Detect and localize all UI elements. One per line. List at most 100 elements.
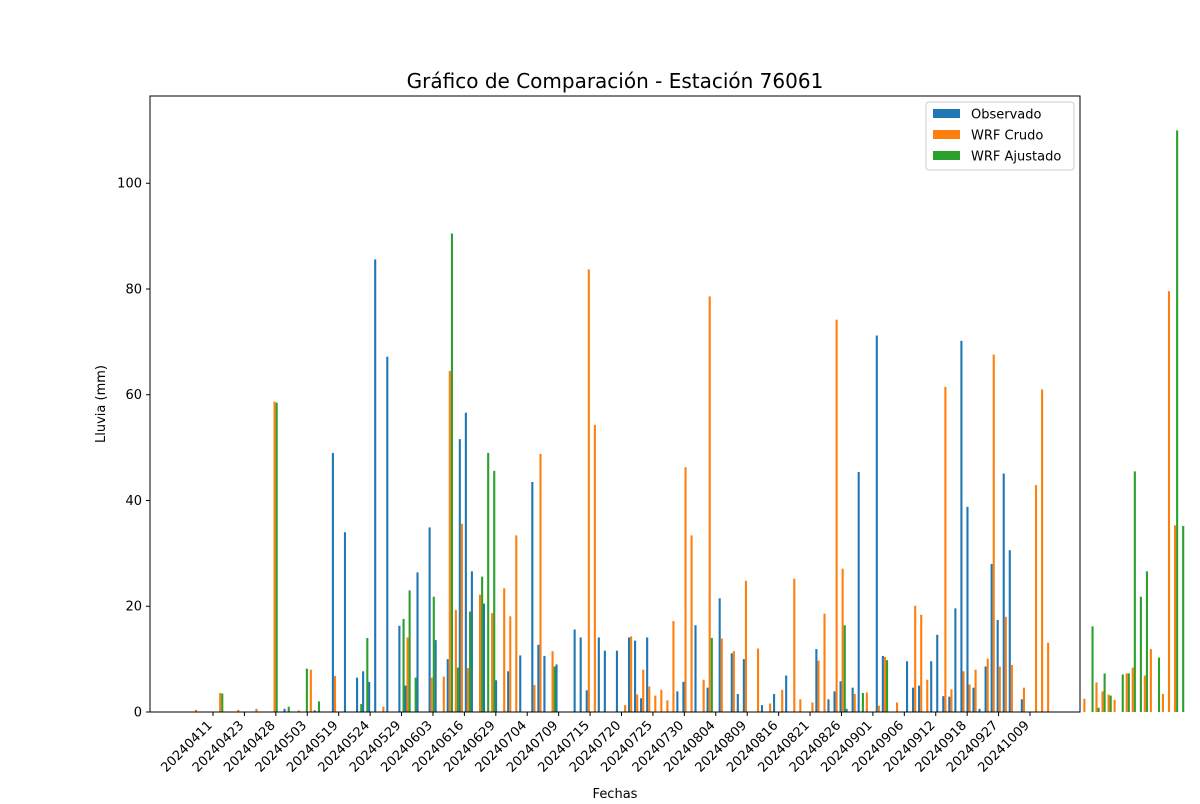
bar bbox=[811, 702, 814, 712]
bar bbox=[634, 640, 637, 712]
bar bbox=[460, 523, 463, 712]
bar bbox=[491, 613, 494, 712]
bar bbox=[432, 596, 435, 712]
bar bbox=[744, 580, 748, 712]
bar bbox=[1002, 473, 1005, 712]
bar bbox=[587, 269, 590, 712]
bar bbox=[593, 424, 596, 712]
bar bbox=[531, 481, 534, 712]
bar bbox=[886, 660, 889, 712]
bar bbox=[1091, 626, 1094, 712]
bar bbox=[317, 701, 321, 712]
bar bbox=[706, 687, 709, 712]
bar bbox=[579, 637, 582, 712]
y-tick-label: 40 bbox=[125, 494, 142, 509]
bar bbox=[1173, 525, 1177, 712]
bar bbox=[944, 386, 947, 712]
bar bbox=[627, 637, 631, 712]
y-tick-label: 80 bbox=[125, 282, 142, 297]
bar bbox=[287, 706, 290, 712]
legend-swatch bbox=[933, 151, 960, 160]
bar bbox=[537, 644, 540, 712]
bar bbox=[297, 710, 300, 712]
bar bbox=[503, 588, 506, 712]
bar bbox=[630, 636, 633, 712]
bar bbox=[406, 637, 409, 712]
bar bbox=[718, 598, 721, 712]
legend: Observado WRF Crudo WRF Ajustado bbox=[925, 101, 1075, 171]
bar bbox=[1109, 695, 1112, 712]
bar bbox=[469, 611, 472, 712]
bar bbox=[283, 708, 286, 712]
bar bbox=[408, 590, 411, 712]
bar bbox=[760, 705, 764, 712]
bar bbox=[918, 685, 921, 712]
bar bbox=[936, 634, 939, 712]
bar bbox=[968, 684, 971, 712]
bar bbox=[1125, 673, 1128, 712]
bar bbox=[974, 669, 977, 712]
bar bbox=[331, 452, 334, 712]
bar bbox=[833, 691, 836, 712]
bar bbox=[960, 340, 963, 712]
bar bbox=[857, 471, 860, 712]
bar bbox=[1008, 550, 1011, 712]
bar bbox=[948, 696, 951, 712]
bar bbox=[368, 681, 371, 712]
series-observado bbox=[283, 259, 1023, 712]
bar bbox=[275, 402, 278, 712]
bar bbox=[404, 685, 407, 712]
bar bbox=[305, 668, 308, 712]
bar bbox=[374, 259, 377, 712]
bar bbox=[464, 412, 467, 712]
bar bbox=[708, 296, 711, 712]
bar bbox=[730, 653, 733, 712]
bar bbox=[912, 687, 915, 712]
y-tick-label: 100 bbox=[117, 177, 142, 192]
bar bbox=[414, 677, 417, 712]
bar bbox=[1133, 471, 1136, 712]
bar bbox=[845, 708, 848, 712]
bar bbox=[382, 706, 385, 712]
legend-label: WRF Ajustado bbox=[971, 150, 1061, 165]
bar bbox=[428, 527, 431, 712]
bar bbox=[827, 699, 830, 712]
bar bbox=[386, 356, 389, 712]
bar bbox=[676, 691, 679, 712]
legend-box bbox=[925, 101, 1075, 171]
bar bbox=[756, 648, 760, 712]
bar bbox=[402, 618, 405, 712]
bar bbox=[1121, 674, 1124, 712]
bar bbox=[823, 613, 826, 712]
bar bbox=[219, 692, 222, 712]
bar bbox=[682, 681, 685, 712]
bar bbox=[742, 659, 745, 712]
chart-title: Gráfico de Comparación - Estación 76061 bbox=[407, 69, 824, 93]
bar bbox=[450, 233, 453, 713]
bar bbox=[555, 664, 558, 712]
bar bbox=[636, 694, 639, 712]
bar bbox=[654, 695, 657, 712]
bar bbox=[1041, 389, 1044, 712]
bar bbox=[984, 666, 987, 712]
bar bbox=[962, 671, 965, 712]
bar bbox=[865, 692, 868, 712]
bar bbox=[642, 669, 645, 712]
bar bbox=[533, 685, 536, 712]
bar bbox=[356, 677, 359, 712]
bar bbox=[690, 535, 693, 712]
bar bbox=[1143, 675, 1146, 712]
bar bbox=[954, 608, 957, 712]
y-tick-label: 60 bbox=[125, 388, 142, 403]
bar bbox=[1004, 616, 1007, 712]
bar bbox=[603, 650, 606, 712]
bar bbox=[684, 467, 687, 712]
bar bbox=[835, 319, 838, 712]
bar bbox=[1101, 691, 1104, 712]
bar bbox=[309, 669, 312, 712]
bar bbox=[793, 578, 796, 712]
bar bbox=[454, 609, 457, 712]
plot-frame bbox=[149, 95, 1081, 713]
